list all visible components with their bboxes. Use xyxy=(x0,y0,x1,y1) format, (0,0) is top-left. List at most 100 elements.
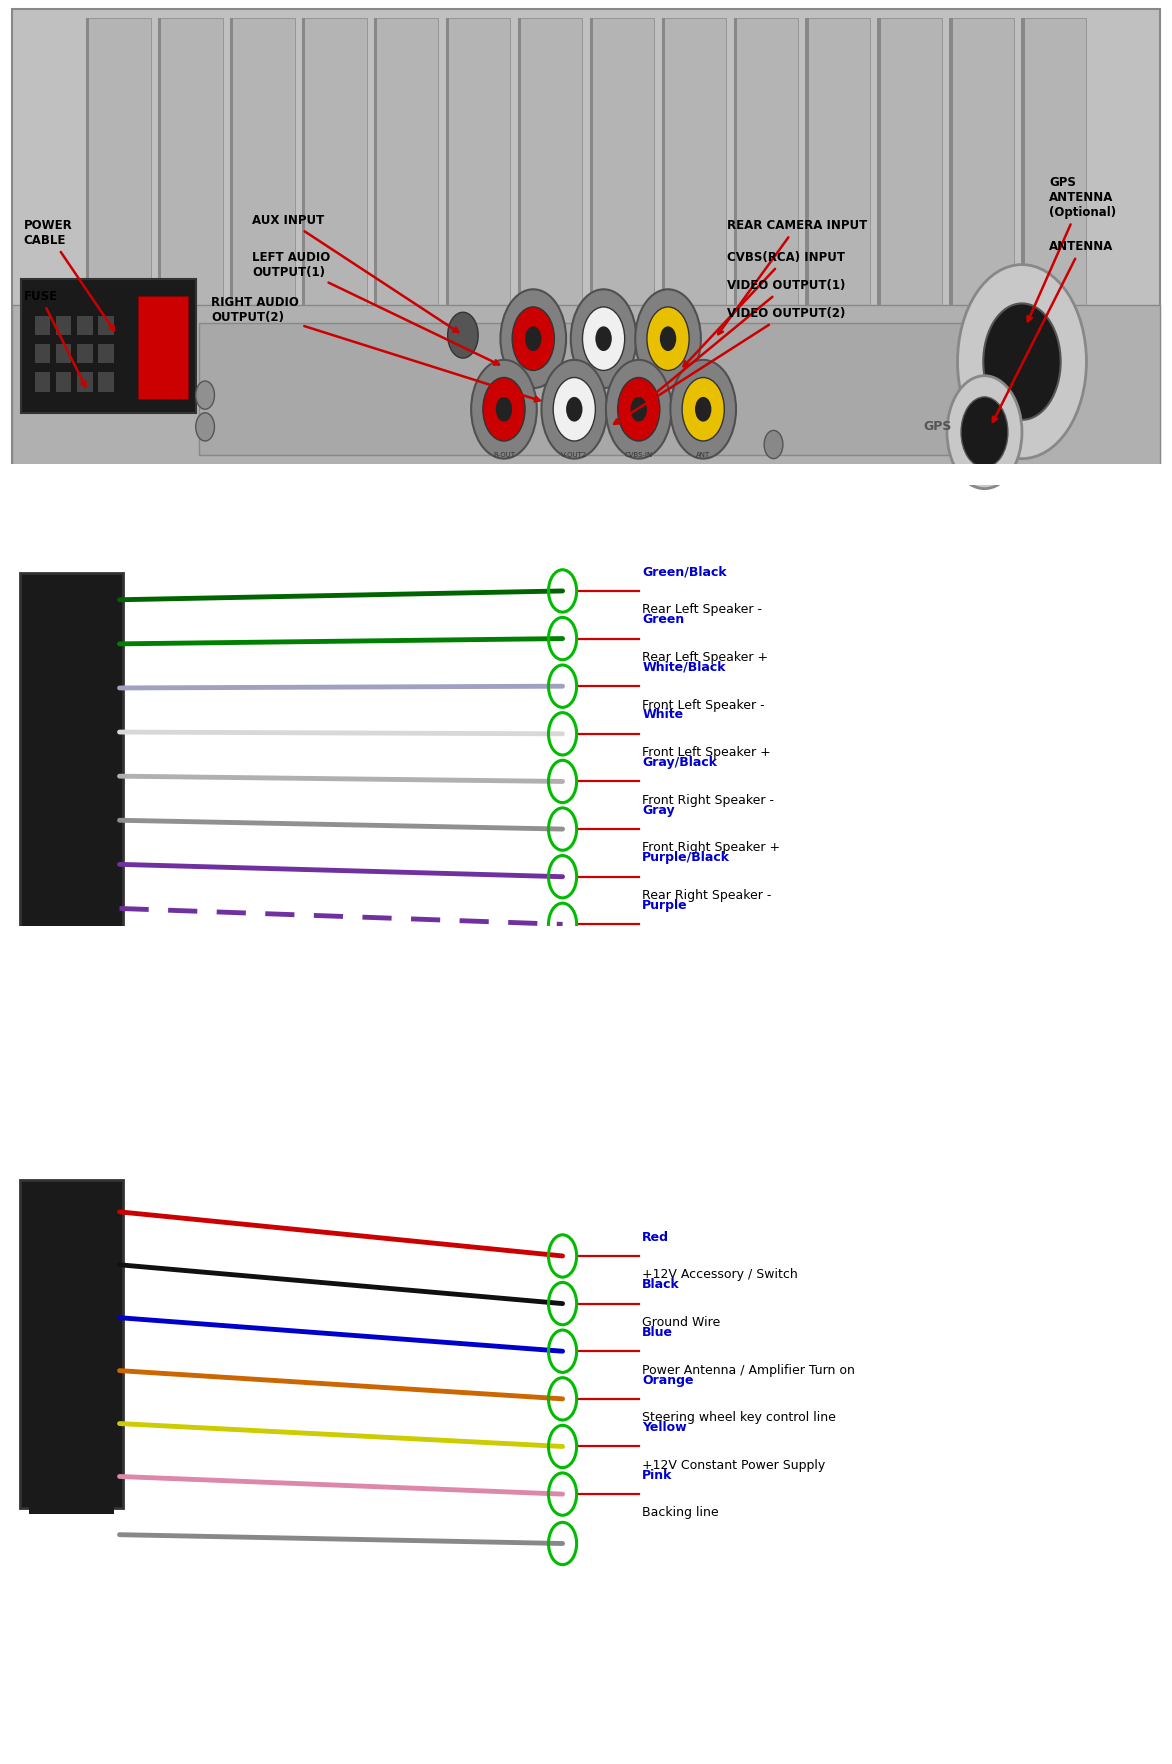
Bar xyxy=(35,372,50,392)
Circle shape xyxy=(695,397,711,422)
FancyBboxPatch shape xyxy=(20,573,123,937)
Circle shape xyxy=(571,289,636,388)
Bar xyxy=(1022,18,1026,321)
Bar xyxy=(86,18,89,321)
FancyBboxPatch shape xyxy=(661,18,727,321)
Text: AUX INPUT: AUX INPUT xyxy=(252,213,458,332)
Text: Gray/Black: Gray/Black xyxy=(642,757,717,769)
Bar xyxy=(56,316,71,335)
Text: LEFT AUDIO
OUTPUT(1): LEFT AUDIO OUTPUT(1) xyxy=(252,250,499,365)
FancyBboxPatch shape xyxy=(805,18,871,321)
Text: R-OUT: R-OUT xyxy=(493,452,515,459)
Text: Rear Left Speaker -: Rear Left Speaker - xyxy=(642,603,762,616)
Text: ANT: ANT xyxy=(696,452,710,459)
Text: White: White xyxy=(642,709,683,721)
Bar xyxy=(98,372,114,392)
Circle shape xyxy=(500,289,566,388)
FancyBboxPatch shape xyxy=(230,18,294,321)
Text: VIDEO OUTPUT(2): VIDEO OUTPUT(2) xyxy=(614,307,845,423)
Bar xyxy=(35,344,50,363)
Bar xyxy=(12,305,1160,467)
Text: RIGHT AUDIO
OUTPUT(2): RIGHT AUDIO OUTPUT(2) xyxy=(211,296,539,402)
Bar xyxy=(77,316,93,335)
Circle shape xyxy=(553,377,595,441)
Text: Rear Right Speaker +: Rear Right Speaker + xyxy=(642,937,778,949)
Circle shape xyxy=(196,413,214,441)
Circle shape xyxy=(606,360,672,459)
Circle shape xyxy=(670,360,736,459)
Circle shape xyxy=(958,265,1086,459)
Bar xyxy=(98,344,114,363)
Text: Pink: Pink xyxy=(642,1469,673,1482)
FancyBboxPatch shape xyxy=(20,1180,123,1508)
Text: Green: Green xyxy=(642,614,684,626)
Text: GPS
ANTENNA
(Optional): GPS ANTENNA (Optional) xyxy=(1028,176,1116,321)
Circle shape xyxy=(618,377,660,441)
Bar xyxy=(230,18,233,321)
Text: REAR CAMERA INPUT: REAR CAMERA INPUT xyxy=(718,219,867,333)
Text: +12V Accessory / Switch: +12V Accessory / Switch xyxy=(642,1268,798,1281)
Text: CVBS-IN: CVBS-IN xyxy=(625,452,653,459)
Text: GPS: GPS xyxy=(924,420,952,434)
Circle shape xyxy=(961,397,1008,467)
Circle shape xyxy=(471,360,537,459)
Circle shape xyxy=(631,397,647,422)
FancyBboxPatch shape xyxy=(12,9,1160,467)
Text: VIDEO OUTPUT(1): VIDEO OUTPUT(1) xyxy=(649,279,845,399)
Text: Gray: Gray xyxy=(642,804,675,817)
Circle shape xyxy=(496,397,512,422)
Bar xyxy=(734,18,737,321)
Text: Front Left Speaker -: Front Left Speaker - xyxy=(642,699,765,711)
Text: Front Right Speaker -: Front Right Speaker - xyxy=(642,794,775,806)
FancyBboxPatch shape xyxy=(949,18,1015,321)
Text: Yellow: Yellow xyxy=(642,1422,687,1434)
Text: CVBS(RCA) INPUT: CVBS(RCA) INPUT xyxy=(683,250,845,367)
FancyBboxPatch shape xyxy=(157,18,223,321)
Bar xyxy=(518,18,522,321)
Circle shape xyxy=(448,312,478,358)
Bar xyxy=(138,296,188,399)
Circle shape xyxy=(647,307,689,370)
FancyBboxPatch shape xyxy=(1022,18,1086,321)
Bar xyxy=(374,18,377,321)
Circle shape xyxy=(660,326,676,351)
Bar xyxy=(77,372,93,392)
Circle shape xyxy=(483,377,525,441)
Circle shape xyxy=(566,397,582,422)
Circle shape xyxy=(682,377,724,441)
Bar xyxy=(949,18,953,321)
Text: Purple: Purple xyxy=(642,900,688,912)
Circle shape xyxy=(512,307,554,370)
Circle shape xyxy=(947,376,1022,489)
Bar xyxy=(35,316,50,335)
Text: ANTENNA: ANTENNA xyxy=(993,240,1113,422)
Bar xyxy=(590,18,593,321)
Text: Red: Red xyxy=(642,1231,669,1244)
Text: Black: Black xyxy=(642,1279,680,1291)
Circle shape xyxy=(525,326,541,351)
Text: FUSE: FUSE xyxy=(23,289,86,386)
Text: V-OUT2: V-OUT2 xyxy=(561,452,587,459)
Text: Green/Black: Green/Black xyxy=(642,566,727,579)
Text: POWER
CABLE: POWER CABLE xyxy=(23,219,114,330)
FancyBboxPatch shape xyxy=(374,18,438,321)
Bar xyxy=(661,18,665,321)
Bar xyxy=(878,18,881,321)
Bar xyxy=(199,323,996,455)
Circle shape xyxy=(541,360,607,459)
Bar xyxy=(445,18,449,321)
Bar xyxy=(301,18,305,321)
Circle shape xyxy=(582,307,625,370)
Text: Front Left Speaker +: Front Left Speaker + xyxy=(642,746,771,759)
Bar xyxy=(0,926,1172,961)
Text: White/Black: White/Black xyxy=(642,662,725,674)
Text: Steering wheel key control line: Steering wheel key control line xyxy=(642,1411,836,1424)
Bar xyxy=(98,316,114,335)
Bar xyxy=(805,18,809,321)
FancyBboxPatch shape xyxy=(445,18,511,321)
Bar xyxy=(56,372,71,392)
Bar xyxy=(56,344,71,363)
FancyBboxPatch shape xyxy=(21,279,196,413)
FancyBboxPatch shape xyxy=(86,18,150,321)
Bar xyxy=(77,344,93,363)
